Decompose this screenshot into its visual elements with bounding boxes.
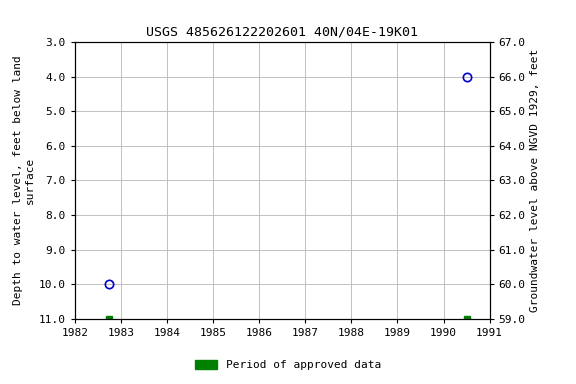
Y-axis label: Depth to water level, feet below land
surface: Depth to water level, feet below land su… xyxy=(13,56,35,305)
Title: USGS 485626122202601 40N/04E-19K01: USGS 485626122202601 40N/04E-19K01 xyxy=(146,25,418,38)
Y-axis label: Groundwater level above NGVD 1929, feet: Groundwater level above NGVD 1929, feet xyxy=(530,49,540,312)
Legend: Period of approved data: Period of approved data xyxy=(191,356,385,375)
